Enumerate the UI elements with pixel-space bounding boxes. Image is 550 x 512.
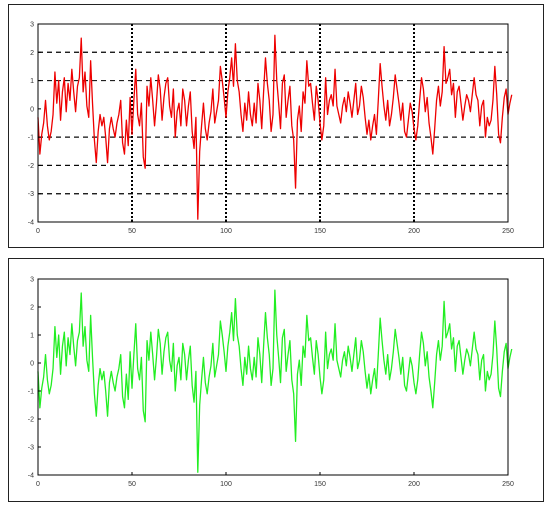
bottom-series-line-0 [37,289,513,473]
bottom-xtick-label-0: 0 [36,481,40,488]
top-xtick-label-250: 250 [502,228,514,235]
top-xtick-label-50: 50 [128,228,136,235]
top-ytick-label-0: 0 [30,106,34,113]
top-axes-box [37,23,509,223]
bottom-ytick-label-2: 2 [30,305,34,312]
bottom-xtick-label-200: 200 [408,481,420,488]
bottom-ytick-label--4: -4 [28,473,34,480]
top-chart-frame [8,4,544,248]
top-ytick-label--2: -2 [28,163,34,170]
top-ytick-label--4: -4 [28,220,34,227]
top-ytick-label-3: 3 [30,22,34,29]
bottom-ytick-label-1: 1 [30,333,34,340]
bottom-axes-box [37,278,509,476]
top-xtick-label-150: 150 [314,228,326,235]
top-xtick-label-200: 200 [408,228,420,235]
top-ytick-label--1: -1 [28,135,34,142]
bottom-ytick-label--3: -3 [28,445,34,452]
bottom-ytick-label-0: 0 [30,361,34,368]
bottom-xtick-label-50: 50 [128,481,136,488]
bottom-chart-frame [8,258,544,502]
bottom-xtick-label-100: 100 [220,481,232,488]
top-series-line-0 [37,34,513,220]
top-xtick-label-0: 0 [36,228,40,235]
top-ytick-label-1: 1 [30,78,34,85]
top-xtick-label-100: 100 [220,228,232,235]
top-ytick-label--3: -3 [28,191,34,198]
bottom-ytick-label--1: -1 [28,389,34,396]
top-ytick-label-2: 2 [30,50,34,57]
bottom-ytick-label-3: 3 [30,277,34,284]
bottom-xtick-label-250: 250 [502,481,514,488]
bottom-xtick-label-150: 150 [314,481,326,488]
bottom-ytick-label--2: -2 [28,417,34,424]
